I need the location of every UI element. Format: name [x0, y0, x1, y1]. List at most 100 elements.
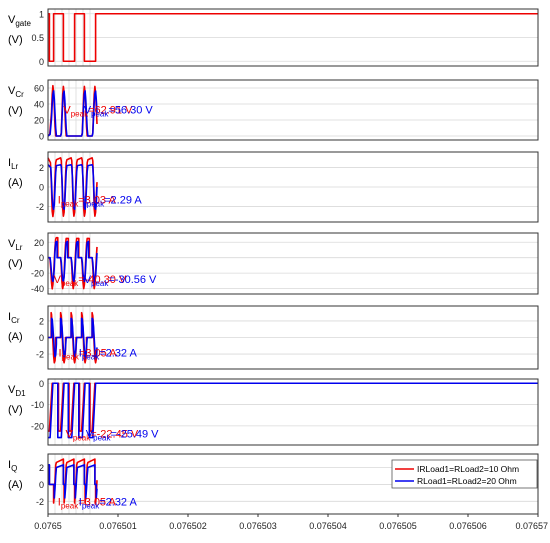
peak-annotation-red: Vpeak=62.91 V: [63, 105, 133, 119]
peak-annotation-blue: Vpeak=-25.49 V: [86, 429, 159, 443]
peak-annotation-sub: peak: [61, 502, 79, 511]
peak-annotation-sub: peak: [91, 110, 109, 119]
x-tick-label: 0.076504: [309, 521, 347, 531]
plot-area: [48, 379, 538, 445]
series-line-blue: [48, 382, 538, 439]
y-axis-label-sub: Q: [11, 464, 17, 473]
series-line-red: [48, 12, 538, 63]
series-line-blue: [48, 240, 98, 283]
peak-annotation-value: =2.32 A: [99, 348, 137, 360]
y-tick-label: -20: [31, 269, 44, 279]
peak-annotation-sub: peak: [87, 200, 105, 209]
y-tick-label: 2: [39, 463, 44, 473]
y-axis-label: ILr: [8, 157, 19, 171]
peak-annotation-blue: Ipeak=2.32 A: [79, 348, 138, 362]
y-tick-label: -10: [31, 400, 44, 410]
y-tick-label: 0: [39, 480, 44, 490]
y-axis-unit: (A): [8, 479, 23, 491]
y-axis-label: VCr: [8, 85, 24, 99]
x-tick-label: 0.076501: [99, 521, 137, 531]
y-axis-label: IQ: [8, 459, 17, 473]
y-tick-label: -2: [36, 202, 44, 212]
peak-annotation-sub: peak: [91, 279, 109, 288]
peak-annotation-sub: peak: [93, 434, 111, 443]
y-axis-label-sub: D1: [15, 389, 26, 398]
peak-annotation-value: =3.05 A: [79, 348, 117, 360]
y-tick-label: 2: [39, 163, 44, 173]
peak-annotation-value: =56.30 V: [108, 105, 153, 117]
y-axis-unit: (V): [8, 105, 23, 117]
peak-annotation-sub: peak: [71, 110, 89, 119]
peak-annotation-sub: peak: [61, 200, 79, 209]
series-line-blue: [47, 90, 98, 137]
plot-frame: [47, 8, 539, 67]
plot-frame: [47, 79, 539, 141]
x-tick-label: 0.076503: [239, 521, 277, 531]
peak-annotation-main: I: [79, 497, 82, 509]
peak-annotation-main: I: [58, 497, 61, 509]
y-axis-label: Vgate: [8, 14, 31, 28]
y-tick-label: 1: [39, 9, 44, 19]
y-tick-label: -20: [31, 421, 44, 431]
plot-frame: [47, 305, 539, 370]
peak-annotation-value: =-25.49 V: [111, 429, 160, 441]
plot-area: [48, 233, 538, 294]
peak-annotation-blue: Vpeak=56.30 V: [84, 105, 154, 119]
y-tick-label: 0.5: [31, 33, 44, 43]
x-axis: 0.0765 0.076501 0.076502 0.076503 0.076504 0.…: [34, 514, 548, 531]
y-axis-label-main: V: [8, 14, 16, 26]
peak-annotation-red: Ipeak=3.03 A: [58, 195, 117, 209]
peak-annotation-value: =3.05 A: [78, 497, 116, 509]
peak-annotation-main: V: [54, 274, 62, 286]
x-tick-label: 0.076506: [449, 521, 487, 531]
peak-annotation-value: =2.32 A: [99, 497, 137, 509]
peak-annotation-sub: peak: [73, 434, 91, 443]
peak-annotation-red: Ipeak=3.05 A: [58, 497, 117, 511]
y-tick-label: 0: [39, 333, 44, 343]
peak-annotation-main: V: [66, 429, 74, 441]
y-axis-unit: (V): [8, 404, 23, 416]
y-tick-label: -2: [36, 350, 44, 360]
peak-annotation-red: Ipeak=3.05 A: [59, 348, 118, 362]
y-axis-unit: (A): [8, 177, 23, 189]
plot-frame: [47, 232, 539, 295]
y-axis-label-sub: gate: [15, 19, 31, 28]
peak-annotation-main: I: [58, 195, 61, 207]
peak-annotation-main: V: [84, 274, 92, 286]
peak-annotation-sub: peak: [82, 502, 100, 511]
peak-annotation-main: I: [79, 348, 82, 360]
y-axis-label-main: V: [8, 238, 16, 250]
plot-frame: [47, 378, 539, 446]
y-axis-label-main: I: [8, 311, 11, 323]
x-tick-label: 0.07657: [515, 521, 548, 531]
peak-annotation-blue: Ipeak=2.32 A: [79, 497, 138, 511]
y-tick-label: 60: [34, 84, 44, 94]
y-axis-unit: (V): [8, 258, 23, 270]
y-axis-label-sub: Cr: [11, 316, 20, 325]
peak-annotation-value: =3.03 A: [78, 195, 116, 207]
peak-annotation-blue: Vpeak=-30.56 V: [84, 274, 157, 288]
plot-frame: [47, 151, 539, 223]
y-tick-label: 0: [39, 183, 44, 193]
y-axis-label: ICr: [8, 311, 20, 325]
peak-annotation-main: V: [63, 105, 71, 117]
peak-annotation-red: Vpeak=-40.30 V: [54, 274, 127, 288]
peak-annotation-blue: Ipeak=2.29 A: [84, 195, 143, 209]
y-axis-label-main: V: [8, 85, 16, 97]
peak-annotation-value: =-30.56 V: [108, 274, 157, 286]
peak-annotation-main: I: [84, 195, 87, 207]
peak-annotation-sub: peak: [61, 279, 79, 288]
y-tick-label: -40: [31, 284, 44, 294]
y-axis-label-main: V: [8, 384, 16, 396]
y-axis-label-sub: Cr: [15, 90, 24, 99]
y-axis-unit: (V): [8, 34, 23, 46]
y-axis-label-main: I: [8, 157, 11, 169]
y-tick-label: 0: [39, 132, 44, 142]
y-tick-label: 2: [39, 316, 44, 326]
y-tick-label: 0: [39, 253, 44, 263]
panel-vgate: 0 0.5 1 Vgate (V): [8, 8, 539, 67]
